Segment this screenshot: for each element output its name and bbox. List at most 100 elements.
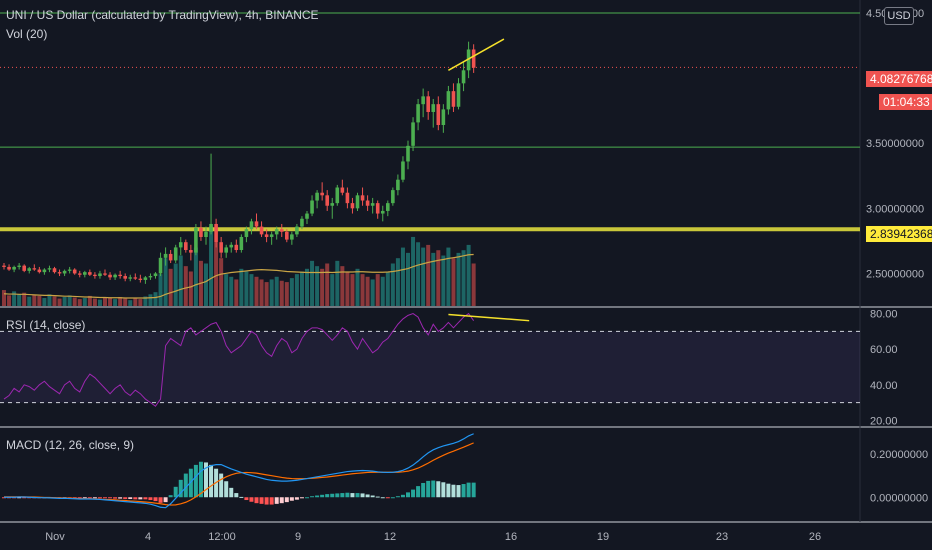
volume-bar-down bbox=[279, 280, 284, 306]
candle-down bbox=[279, 229, 284, 232]
volume-bar-up bbox=[249, 274, 254, 306]
macd-histogram-bar bbox=[229, 487, 234, 498]
volume-bar-down bbox=[325, 263, 330, 306]
volume-bar-up bbox=[17, 294, 22, 306]
volume-indicator-label[interactable]: Vol (20) bbox=[6, 27, 48, 41]
volume-bar-down bbox=[284, 282, 289, 306]
volume-bar-up bbox=[310, 260, 315, 306]
volume-bar-down bbox=[183, 266, 188, 306]
macd-histogram-bar bbox=[350, 493, 355, 498]
macd-tick-label: 0.20000000 bbox=[870, 449, 928, 461]
macd-histogram-bar bbox=[264, 497, 269, 505]
candle-up bbox=[380, 210, 385, 214]
macd-histogram-bar bbox=[22, 497, 27, 499]
macd-histogram-bar bbox=[77, 497, 82, 499]
macd-histogram-bar bbox=[411, 489, 416, 498]
macd-histogram-bar bbox=[441, 482, 446, 498]
macd-histogram-bar bbox=[173, 486, 178, 498]
macd-histogram-bar bbox=[259, 497, 264, 504]
macd-histogram-bar bbox=[456, 485, 461, 498]
volume-bar-down bbox=[259, 279, 264, 306]
candle-down bbox=[345, 192, 350, 204]
macd-histogram-bar bbox=[244, 497, 249, 501]
volume-bar-down bbox=[7, 295, 12, 306]
candle-up bbox=[98, 273, 102, 277]
volume-bar-down bbox=[57, 298, 62, 306]
macd-histogram-bar bbox=[380, 497, 385, 499]
macd-histogram-bar bbox=[315, 495, 320, 498]
macd-histogram-bar bbox=[385, 497, 390, 499]
volume-bar-up bbox=[330, 274, 335, 306]
volume-bar-down bbox=[77, 299, 82, 306]
volume-bar-down bbox=[436, 250, 441, 306]
candle-up bbox=[466, 49, 471, 71]
time-tick-label: 19 bbox=[597, 531, 609, 543]
volume-bar-up bbox=[380, 276, 385, 306]
volume-bar-down bbox=[52, 296, 57, 306]
macd-histogram-bar bbox=[345, 492, 350, 498]
macd-histogram-bar bbox=[168, 495, 173, 498]
macd-histogram-bar bbox=[431, 480, 436, 498]
macd-indicator-label[interactable]: MACD (12, 26, close, 9) bbox=[6, 438, 135, 452]
macd-histogram-bar bbox=[249, 497, 254, 502]
candle-up bbox=[461, 70, 466, 84]
candle-up bbox=[290, 234, 294, 240]
macd-histogram-bar bbox=[113, 497, 118, 499]
volume-bar-down bbox=[214, 242, 219, 306]
candle-up bbox=[406, 145, 410, 162]
rsi-indicator-label[interactable]: RSI (14, close) bbox=[6, 318, 86, 332]
macd-histogram-bar bbox=[294, 497, 299, 500]
candle-up bbox=[12, 266, 16, 270]
candle-down bbox=[471, 49, 476, 68]
volume-bar-down bbox=[37, 295, 42, 306]
volume-bar-up bbox=[385, 271, 390, 306]
candle-down bbox=[451, 91, 456, 107]
volume-bar-up bbox=[42, 298, 47, 306]
volume-bar-up bbox=[289, 278, 294, 306]
macd-histogram-bar bbox=[360, 493, 365, 498]
volume-bar-up bbox=[193, 247, 198, 306]
candle-up bbox=[47, 268, 52, 270]
rsi-tick-label: 80.00 bbox=[870, 309, 898, 321]
candle-up bbox=[83, 272, 87, 275]
time-tick-label: Nov bbox=[45, 531, 65, 543]
candle-down bbox=[184, 242, 188, 251]
candle-down bbox=[285, 231, 289, 240]
volume-bar-down bbox=[92, 298, 97, 306]
candle-down bbox=[32, 268, 37, 270]
candle-up bbox=[224, 247, 228, 253]
rsi-line bbox=[3, 312, 475, 407]
candle-down bbox=[118, 274, 122, 277]
macd-histogram-bar bbox=[224, 481, 229, 498]
volume-bar-down bbox=[133, 298, 138, 306]
candle-down bbox=[189, 250, 193, 253]
volume-bar-up bbox=[173, 263, 178, 306]
volume-bar-up bbox=[274, 276, 279, 306]
candle-down bbox=[103, 273, 107, 275]
candle-up bbox=[178, 242, 183, 248]
macd-histogram-bar bbox=[153, 497, 158, 502]
macd-histogram-bar bbox=[158, 497, 163, 503]
volume-bar-up bbox=[335, 260, 340, 306]
volume-bar-up bbox=[62, 296, 67, 306]
candle-up bbox=[269, 234, 274, 237]
volume-bar-up bbox=[97, 299, 102, 306]
macd-histogram-bar bbox=[269, 497, 274, 505]
volume-bar-down bbox=[365, 276, 370, 306]
macd-line bbox=[4, 433, 474, 509]
candle-up bbox=[148, 276, 153, 278]
candle-up bbox=[300, 218, 304, 227]
currency-button[interactable]: USD bbox=[884, 7, 914, 25]
candle-down bbox=[325, 195, 329, 206]
volume-bar-up bbox=[395, 258, 400, 306]
volume-bar-down bbox=[168, 268, 173, 306]
candle-up bbox=[143, 277, 148, 280]
volume-bar-up bbox=[461, 250, 466, 306]
candle-up bbox=[335, 187, 340, 204]
macd-histogram-bar bbox=[390, 497, 395, 499]
volume-bar-up bbox=[315, 266, 320, 306]
candle-down bbox=[219, 242, 223, 253]
volume-bar-up bbox=[153, 292, 158, 306]
macd-histogram-bar bbox=[299, 497, 304, 499]
